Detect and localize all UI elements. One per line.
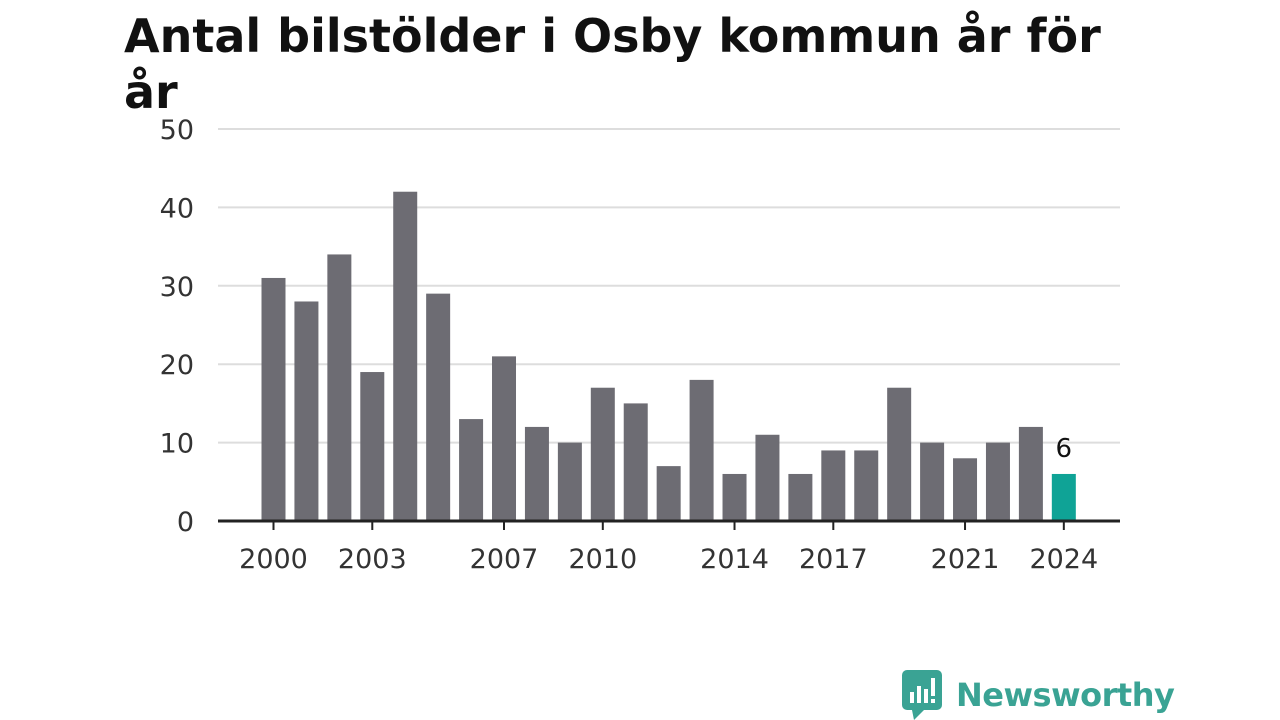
y-tick-label-30: 30 [160, 272, 194, 303]
bar-2008 [524, 426, 549, 521]
bar-2014 [722, 473, 747, 521]
bar-2012 [656, 466, 681, 521]
x-tick-label-2014: 2014 [700, 544, 769, 575]
bar-2017 [821, 450, 846, 521]
bar-2018 [854, 450, 879, 521]
x-tick-label-2010: 2010 [568, 544, 637, 575]
bar-2006 [459, 419, 484, 521]
y-tick-labels: 0 10 20 30 40 50 [160, 115, 194, 538]
y-tick-label-20: 20 [160, 350, 194, 381]
bar-2000 [261, 277, 286, 521]
x-tick-label-2021: 2021 [931, 544, 1000, 575]
x-tick-label-2024: 2024 [1029, 544, 1098, 575]
bar-2013 [689, 379, 714, 521]
bar-2005 [426, 293, 451, 521]
newsworthy-logo-text: Newsworthy [956, 676, 1175, 714]
bar-2020 [920, 442, 945, 521]
grid-lines [218, 128, 1120, 444]
y-tick-label-40: 40 [160, 193, 194, 224]
bar-2011 [623, 403, 648, 521]
x-tick-label-2017: 2017 [799, 544, 868, 575]
x-axis [218, 519, 1120, 530]
y-tick-label-0: 0 [177, 507, 194, 538]
newsworthy-logo: Newsworthy [902, 670, 1175, 720]
x-tick-label-2000: 2000 [239, 544, 308, 575]
x-tick-label-2003: 2003 [338, 544, 407, 575]
data-labels: 6 [1056, 434, 1073, 464]
data-label-2024: 6 [1056, 434, 1073, 464]
bar-2001 [294, 301, 319, 521]
y-tick-label-10: 10 [160, 429, 194, 460]
bar-2009 [557, 442, 582, 521]
bar-2022 [985, 442, 1010, 521]
bar-2021 [953, 458, 978, 521]
bar-2010 [590, 387, 615, 521]
bar-2016 [788, 473, 813, 521]
bar-2023 [1018, 426, 1043, 521]
newsworthy-logo-icon [902, 670, 942, 720]
bar-2019 [887, 387, 912, 521]
bar-2004 [393, 191, 418, 521]
bar-2024 [1051, 473, 1076, 521]
bar-2003 [360, 372, 385, 521]
x-tick-label-2007: 2007 [470, 544, 539, 575]
chart-title: Antal bilstölder i Osby kommun år för år [124, 9, 1101, 119]
bars [261, 191, 1076, 521]
bar-2002 [327, 254, 352, 521]
y-tick-label-50: 50 [160, 115, 194, 146]
bar-2007 [492, 356, 517, 521]
bar-2015 [755, 434, 780, 521]
x-tick-labels: 2000 2003 2007 2010 2014 2017 2021 2024 [239, 544, 1098, 575]
